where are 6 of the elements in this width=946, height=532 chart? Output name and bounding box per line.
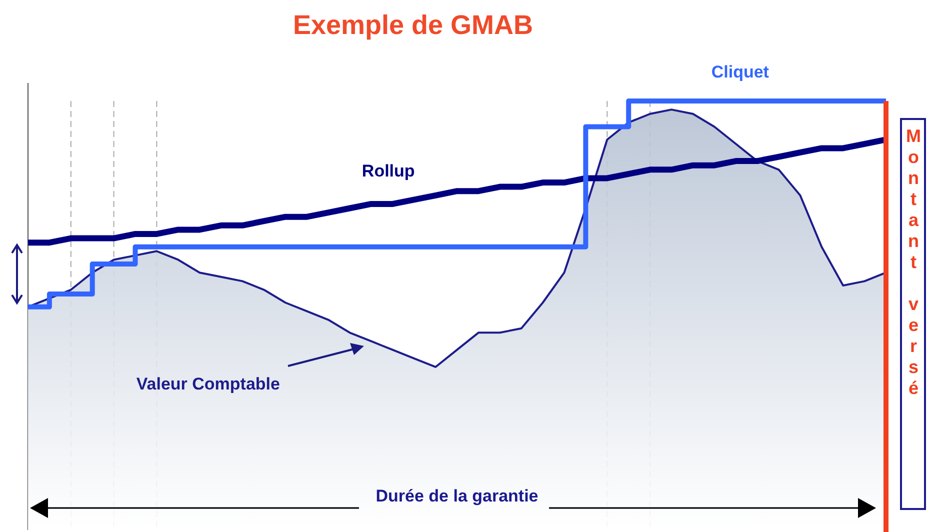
text: Montant versé bbox=[900, 118, 926, 510]
x-axis-title: Durée de la garantie bbox=[376, 486, 538, 506]
chart-title: Exemple de GMAB bbox=[292, 10, 534, 41]
series-label: Cliquet bbox=[711, 62, 770, 82]
series-label: Rollup bbox=[362, 162, 415, 181]
series-label: Valeur Comptable bbox=[136, 374, 280, 394]
